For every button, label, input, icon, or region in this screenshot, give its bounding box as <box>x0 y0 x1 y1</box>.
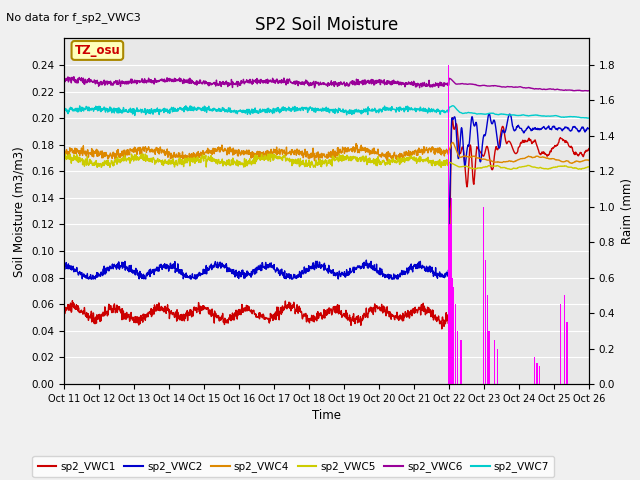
Bar <box>454 304 456 384</box>
Bar <box>483 207 484 384</box>
Bar <box>488 331 490 384</box>
Y-axis label: Soil Moisture (m3/m3): Soil Moisture (m3/m3) <box>13 146 26 276</box>
Bar <box>449 225 451 384</box>
Y-axis label: Raim (mm): Raim (mm) <box>621 178 634 244</box>
Bar <box>452 287 454 384</box>
Bar <box>451 198 452 384</box>
Bar <box>457 331 458 384</box>
Text: TZ_osu: TZ_osu <box>74 44 120 57</box>
Bar <box>485 260 486 384</box>
Bar <box>564 295 565 384</box>
Bar <box>487 295 488 384</box>
Bar <box>538 366 540 384</box>
Bar <box>560 304 561 384</box>
X-axis label: Time: Time <box>312 409 341 422</box>
Bar <box>452 277 453 384</box>
Title: SP2 Soil Moisture: SP2 Soil Moisture <box>255 16 398 34</box>
Bar <box>448 65 449 384</box>
Bar <box>493 340 495 384</box>
Text: No data for f_sp2_VWC3: No data for f_sp2_VWC3 <box>6 12 141 23</box>
Bar <box>566 322 568 384</box>
Bar <box>534 358 535 384</box>
Bar <box>536 363 538 384</box>
Bar <box>497 348 499 384</box>
